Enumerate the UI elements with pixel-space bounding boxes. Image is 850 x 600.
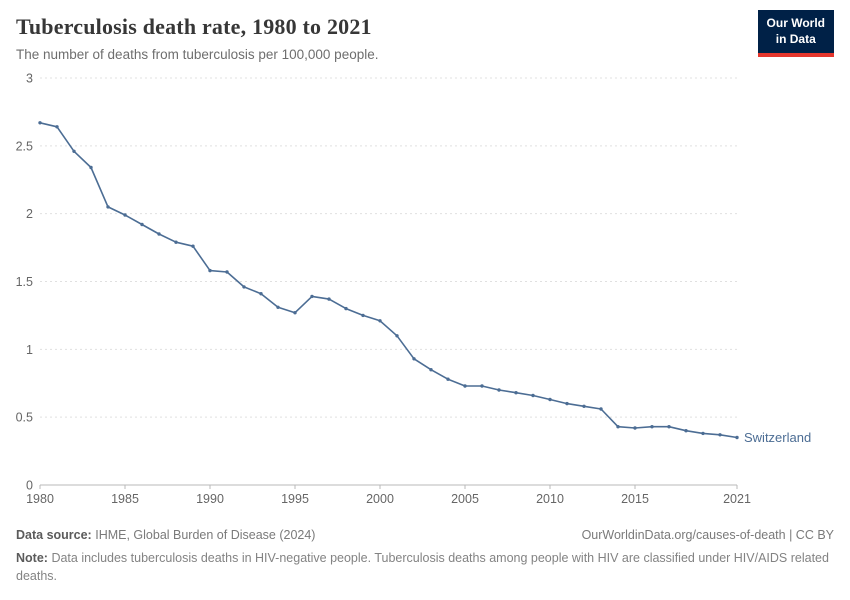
x-axis-tick-label: 1990 xyxy=(196,492,224,506)
data-point-marker[interactable] xyxy=(480,384,484,388)
page-title: Tuberculosis death rate, 1980 to 2021 xyxy=(16,14,372,39)
data-point-marker[interactable] xyxy=(497,388,501,392)
data-point-marker[interactable] xyxy=(72,149,76,153)
data-point-marker[interactable] xyxy=(582,404,586,408)
data-point-marker[interactable] xyxy=(463,384,467,388)
x-axis-tick-label: 2015 xyxy=(621,492,649,506)
note-text: Data includes tuberculosis deaths in HIV… xyxy=(16,551,829,583)
data-point-marker[interactable] xyxy=(599,407,603,411)
data-point-marker[interactable] xyxy=(344,306,348,311)
data-point-marker[interactable] xyxy=(123,213,127,217)
x-axis-tick-label: 1995 xyxy=(281,492,309,506)
data-source-text: IHME, Global Burden of Disease (2024) xyxy=(95,528,316,542)
owid-logo-line1: Our World xyxy=(766,16,825,30)
data-source-line: Data source: IHME, Global Burden of Dise… xyxy=(16,528,315,542)
x-axis-tick-label: 2010 xyxy=(536,492,564,506)
note-label: Note: xyxy=(16,551,48,565)
data-point-marker[interactable] xyxy=(565,401,569,406)
x-axis-tick-label: 1985 xyxy=(111,492,139,506)
data-point-marker[interactable] xyxy=(684,429,688,433)
series-end-label: Switzerland xyxy=(744,430,811,445)
chart-note: Note: Data includes tuberculosis deaths … xyxy=(16,550,834,585)
owid-logo-line2: in Data xyxy=(775,31,816,46)
x-axis-tick-label: 2000 xyxy=(366,492,394,506)
data-point-marker[interactable] xyxy=(395,334,399,338)
data-point-marker[interactable] xyxy=(429,368,433,372)
data-point-marker[interactable] xyxy=(718,433,722,437)
data-point-marker[interactable] xyxy=(293,311,297,315)
owid-logo[interactable]: Our World in Data xyxy=(757,10,834,58)
data-point-marker[interactable] xyxy=(361,313,365,318)
data-point-marker[interactable] xyxy=(174,240,178,244)
y-axis-tick-label: 1 xyxy=(26,343,33,357)
data-point-marker[interactable] xyxy=(242,285,246,289)
data-point-marker[interactable] xyxy=(531,393,535,398)
x-axis-tick-label: 1980 xyxy=(26,492,54,506)
data-point-marker[interactable] xyxy=(735,435,739,440)
data-point-marker[interactable] xyxy=(378,319,382,323)
data-point-marker[interactable] xyxy=(310,294,314,299)
credit-link[interactable]: OurWorldinData.org/causes-of-death | CC … xyxy=(581,528,834,542)
data-source-label: Data source: xyxy=(16,528,92,542)
series-line[interactable] xyxy=(39,121,738,439)
y-axis-tick-label: 2 xyxy=(26,207,33,221)
data-point-marker[interactable] xyxy=(514,391,518,395)
chart-subtitle: The number of deaths from tuberculosis p… xyxy=(16,47,379,62)
y-axis-tick-label: 3 xyxy=(26,72,33,86)
data-point-marker[interactable] xyxy=(259,292,263,296)
data-point-marker[interactable] xyxy=(616,425,620,429)
line-chart[interactable]: 0 0.5 1 1.5 2 2.5 3 1980 1985 1990 1995 2000 2005 201… xyxy=(0,68,850,516)
data-point-marker[interactable] xyxy=(89,165,93,170)
data-point-marker[interactable] xyxy=(225,270,229,274)
y-axis-tick-label: 0 xyxy=(26,479,33,493)
data-point-marker[interactable] xyxy=(106,205,110,209)
data-point-marker[interactable] xyxy=(701,431,705,436)
data-point-marker[interactable] xyxy=(412,357,416,361)
data-point-marker[interactable] xyxy=(276,305,280,309)
data-point-marker[interactable] xyxy=(446,377,450,381)
chart-header: Tuberculosis death rate, 1980 to 2021 Th… xyxy=(0,0,850,62)
y-axis-tick-label: 1.5 xyxy=(16,275,33,289)
data-point-marker[interactable] xyxy=(38,121,42,125)
y-axis-tick-label: 2.5 xyxy=(16,139,33,153)
data-point-marker[interactable] xyxy=(157,232,161,236)
chart-area: 0 0.5 1 1.5 2 2.5 3 1980 1985 1990 1995 2000 2005 201… xyxy=(0,68,850,516)
data-point-marker[interactable] xyxy=(55,125,59,129)
data-point-marker[interactable] xyxy=(208,268,212,273)
data-point-marker[interactable] xyxy=(650,425,654,429)
data-point-marker[interactable] xyxy=(191,244,195,248)
data-point-marker[interactable] xyxy=(633,426,637,430)
x-axis-tick-label: 2021 xyxy=(723,492,751,506)
data-point-marker[interactable] xyxy=(327,297,331,301)
x-axis-tick-label: 2005 xyxy=(451,492,479,506)
y-axis-tick-label: 0.5 xyxy=(16,411,33,425)
data-point-marker[interactable] xyxy=(667,425,671,429)
data-point-marker[interactable] xyxy=(140,222,144,227)
data-point-marker[interactable] xyxy=(548,397,552,402)
chart-footer: Data source: IHME, Global Burden of Dise… xyxy=(16,528,834,585)
